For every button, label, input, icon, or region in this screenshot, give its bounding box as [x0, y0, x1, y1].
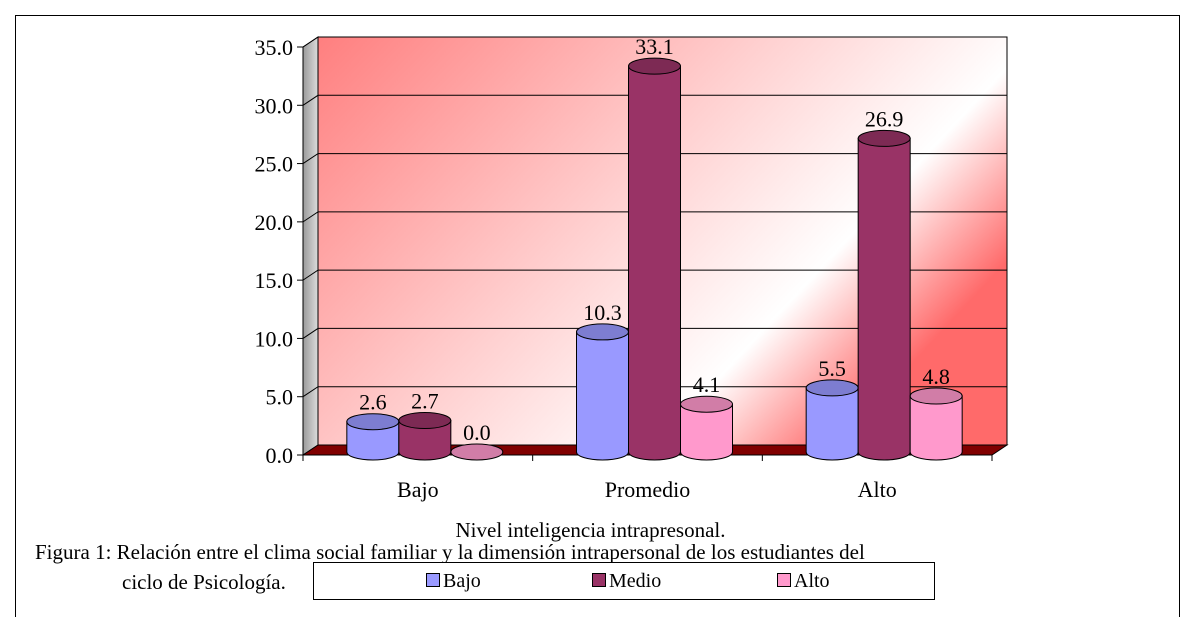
value-label: 4.8	[922, 364, 950, 389]
cylinder-top	[576, 323, 629, 341]
cylinder-top	[680, 395, 733, 413]
cylinder-body	[857, 137, 911, 461]
figure-caption: Figura 1: Relación entre el clima social…	[35, 537, 1180, 597]
gridline	[302, 94, 1007, 106]
y-tick-label: 25.0	[255, 152, 294, 177]
cylinder-top	[346, 413, 400, 431]
gridline	[302, 327, 1007, 339]
y-tick-label: 10.0	[255, 326, 294, 351]
y-tick-label: 35.0	[255, 35, 294, 60]
legend-item-bajo: Bajo	[426, 571, 481, 591]
cylinder-top	[805, 379, 859, 397]
x-tick-label: Promedio	[605, 477, 691, 502]
cylinder-top	[857, 129, 911, 147]
gridlines	[302, 36, 1007, 398]
figure-frame	[15, 15, 1180, 617]
cylinder-top	[450, 443, 504, 461]
caption-line-1: Figura 1: Relación entre el clima social…	[35, 540, 865, 564]
cylinder-body	[346, 421, 400, 461]
chart-legend: Bajo Medio Alto	[313, 562, 935, 600]
x-tick-label: Alto	[858, 477, 897, 502]
value-label: 26.9	[865, 106, 904, 131]
x-axis-title: Nivel inteligencia intrapresonal.	[455, 518, 726, 542]
y-tick-label: 5.0	[266, 385, 294, 410]
cylinder-top	[398, 412, 452, 430]
legend-item-medio: Medio	[592, 571, 661, 591]
cylinder-body	[805, 387, 859, 461]
cylinder-top	[628, 57, 681, 75]
bar-bajo-promedio	[576, 323, 629, 461]
axes: 0.0 5.0 10.0 15.0 20.0 25.0 30.0 35.0 Bajo Promed…	[255, 35, 993, 502]
gridline	[302, 386, 1007, 398]
y-tick-label: 15.0	[255, 268, 294, 293]
bar-medio-alto	[857, 129, 911, 461]
bar-medio-bajo	[398, 412, 452, 461]
bar-bajo-alto	[805, 379, 859, 461]
x-tick-label: Bajo	[397, 477, 439, 502]
value-label: 4.1	[693, 372, 721, 397]
cylinder-body	[909, 395, 963, 461]
caption-line-2: ciclo de Psicología.	[122, 570, 286, 594]
legend-label-bajo: Bajo	[443, 570, 481, 592]
legend-swatch-medio	[592, 573, 606, 587]
value-label: 33.1	[635, 34, 674, 59]
gridline	[302, 269, 1007, 281]
cylinder-body	[398, 420, 452, 461]
value-label: 10.3	[583, 300, 622, 325]
y-tick-label: 0.0	[266, 443, 294, 468]
gridline	[302, 153, 1007, 164]
legend-swatch-bajo	[426, 573, 440, 587]
legend-label-alto: Alto	[794, 570, 830, 592]
y-tick-label: 30.0	[255, 93, 294, 118]
y-tick-label: 20.0	[255, 210, 294, 235]
cylinder-body	[628, 65, 681, 461]
bar-bajo-bajo	[346, 413, 400, 461]
bar-alto-alto	[909, 387, 963, 461]
cylinder-body	[680, 403, 733, 461]
value-label: 0.0	[463, 420, 491, 445]
labels: 2.6 2.7 0.0 10.3 33.1 4.1 5.5 26.9 4.8	[359, 34, 950, 445]
bar-medio-promedio	[628, 57, 681, 461]
gridline	[302, 211, 1007, 223]
bars	[346, 57, 963, 461]
cylinder-top	[909, 387, 963, 405]
value-label: 5.5	[818, 356, 846, 381]
legend-item-alto: Alto	[777, 571, 830, 591]
bar-alto-bajo	[450, 443, 504, 461]
legend-swatch-alto	[777, 573, 791, 587]
gridline	[302, 36, 1007, 48]
legend-label-medio: Medio	[609, 570, 662, 592]
value-label: 2.6	[359, 390, 387, 415]
cylinder-body	[576, 331, 629, 461]
bar-alto-promedio	[680, 395, 733, 461]
value-label: 2.7	[411, 389, 439, 414]
